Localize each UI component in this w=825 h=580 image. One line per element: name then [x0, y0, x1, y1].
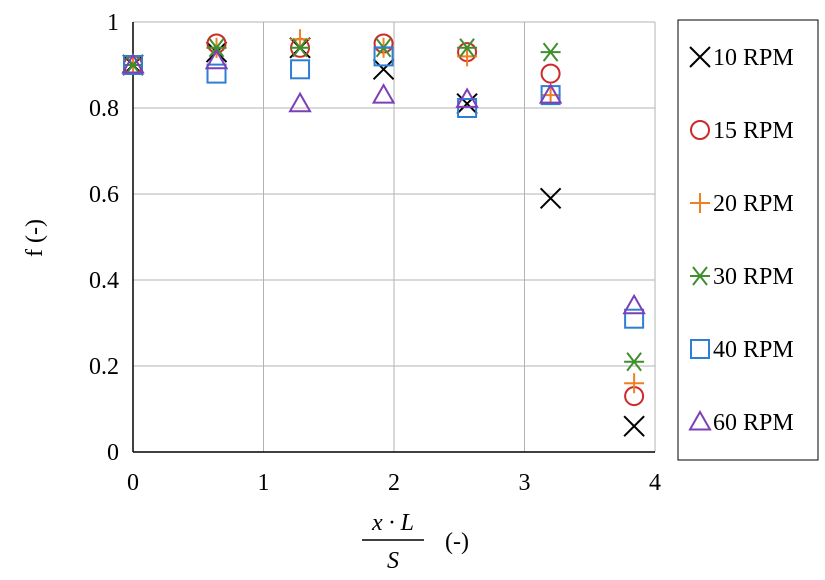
- data-point: [204, 48, 229, 70]
- legend-label: 20 RPM: [713, 191, 794, 217]
- legend-marker: [690, 193, 710, 213]
- y-tick-label: 0.2: [89, 354, 119, 380]
- x-tick-label: 0: [127, 470, 139, 496]
- x-tick-label: 2: [388, 470, 400, 496]
- y-tick-label: 0.4: [89, 268, 119, 294]
- legend-marker: [690, 120, 710, 140]
- data-point: [373, 46, 394, 67]
- data-point: [540, 42, 561, 62]
- data-point: [290, 59, 311, 80]
- data-point: [623, 415, 645, 437]
- legend-marker: [690, 266, 710, 286]
- legend: 10 RPM 15 RPM 20 RPM 30 RPM 40 RPM 60 RPM: [677, 19, 819, 461]
- x-tick-label: 3: [519, 470, 531, 496]
- legend-marker: [688, 409, 712, 431]
- y-tick-label: 0.6: [89, 182, 119, 208]
- data-point: [624, 352, 645, 372]
- data-point: [457, 98, 478, 118]
- legend-label: 40 RPM: [713, 337, 794, 363]
- data-point: [206, 38, 227, 58]
- x-axis-title-unit: (-): [445, 529, 469, 555]
- data-point: [539, 187, 562, 210]
- series-15-rpm: [123, 33, 645, 407]
- x-axis-title: x · L S (-): [362, 510, 469, 574]
- y-tick-label: 0: [107, 440, 119, 466]
- data-point: [290, 38, 311, 58]
- legend-item: 20 RPM: [690, 191, 794, 217]
- x-tick-label: 4: [649, 470, 661, 496]
- legend-item: 60 RPM: [688, 409, 794, 436]
- series-40-rpm: [123, 46, 645, 329]
- series-60-rpm: [121, 48, 646, 315]
- legend-label: 30 RPM: [713, 264, 794, 290]
- x-tick-label: 1: [258, 470, 270, 496]
- data-point: [206, 63, 227, 84]
- legend-marker: [689, 46, 711, 68]
- y-tick-labels: 0 0.2 0.4 0.6 0.8 1: [89, 10, 119, 466]
- x-axis-title-numerator: x · L: [371, 510, 414, 536]
- grid-lines: [133, 21, 656, 452]
- legend-item: 40 RPM: [690, 337, 794, 363]
- legend-box: [677, 19, 819, 461]
- data-point: [538, 83, 563, 104]
- series-10-rpm: [122, 37, 645, 437]
- data-point: [457, 38, 478, 58]
- legend-label: 10 RPM: [713, 45, 794, 71]
- y-tick-label: 1: [107, 10, 119, 36]
- plot-frame: [132, 22, 655, 453]
- data-point: [372, 58, 395, 81]
- data-point: [622, 293, 646, 315]
- legend-marker: [690, 339, 710, 359]
- legend-label: 15 RPM: [713, 118, 794, 144]
- y-axis-title: f (-): [22, 219, 48, 257]
- y-tick-label: 0.8: [89, 96, 119, 122]
- x-tick-labels: 0 1 2 3 4: [127, 470, 661, 496]
- data-point: [371, 83, 396, 104]
- legend-item: 10 RPM: [689, 45, 794, 71]
- data-point: [456, 92, 478, 115]
- data-point: [455, 87, 479, 108]
- legend-item: 30 RPM: [690, 264, 794, 290]
- legend-label: 60 RPM: [713, 410, 794, 436]
- x-axis-title-denominator: S: [387, 548, 399, 574]
- data-point: [121, 52, 145, 74]
- data-point: [624, 308, 645, 329]
- legend-item: 15 RPM: [690, 118, 794, 144]
- data-point: [540, 63, 561, 84]
- data-markers: [121, 29, 646, 437]
- data-point: [624, 373, 645, 394]
- series-30-rpm: [123, 38, 645, 372]
- data-point: [288, 91, 312, 113]
